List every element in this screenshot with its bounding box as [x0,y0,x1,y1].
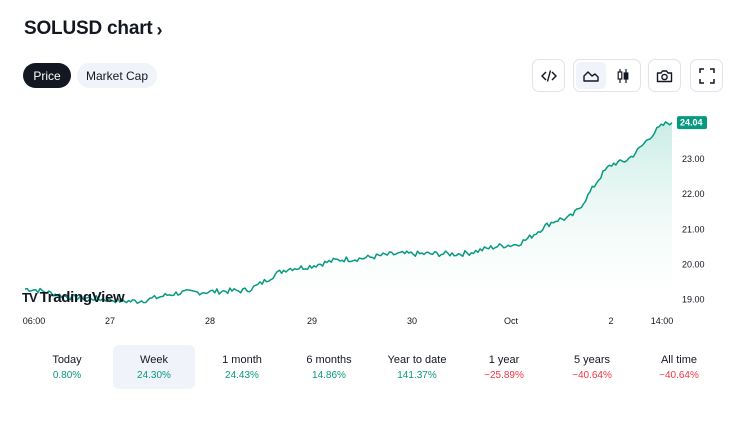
period-change: 14.86% [312,369,346,381]
period-change: 24.43% [225,369,259,381]
chart-title-text: SOLUSD chart [24,18,153,39]
period-label: 1 year [488,353,520,366]
time-axis-tick: Oct [504,316,519,326]
candlestick-icon [617,68,629,83]
performance-periods: Today 0.80% Week 24.30% 1 month 24.43% 6 month… [0,345,750,389]
area-chart-icon [583,70,599,82]
snapshot-button[interactable] [648,59,681,92]
period-label: 1 month [222,353,262,366]
price-axis-tick: 22.00 [682,189,705,199]
candles-style-button[interactable] [608,62,638,89]
fullscreen-icon [698,67,715,84]
last-price-label: 24.04 [680,118,703,128]
period-1-year[interactable]: 1 year −25.89% [463,345,545,389]
price-axis-tick: 23.00 [682,154,705,164]
period-label: Week [140,353,168,366]
period-label: 5 years [573,353,611,366]
tradingview-wordmark: TradingView [39,289,125,306]
period-label: Today [52,353,82,366]
period-label: All time [660,353,698,366]
camera-icon [656,69,673,82]
embed-button[interactable] [532,59,565,92]
period-label: Year to date [387,353,447,366]
period-5-years[interactable]: 5 years −40.64% [551,345,633,389]
price-axis-tick: 19.00 [682,294,705,304]
period-year-to-date[interactable]: Year to date 141.37% [376,345,458,389]
period-change: 24.30% [137,369,171,381]
chevron-right-icon: › [156,19,163,40]
time-axis-tick: 2 [608,316,613,326]
period-change: 0.80% [52,369,82,381]
time-axis-tick: 29 [307,316,317,326]
period-today[interactable]: Today 0.80% [26,345,108,389]
last-price-tag: 24.04 [677,116,707,130]
period-change: 141.37% [397,369,437,381]
tradingview-mark-icon: TV [22,290,38,305]
tab-price[interactable]: Price [23,63,71,88]
fullscreen-button[interactable] [690,59,723,92]
price-axis: 23.00 22.00 21.00 20.00 19.00 [682,154,705,304]
time-axis-tick: 06:00 [23,316,46,326]
time-axis-tick: 27 [105,316,115,326]
period-change: −40.64% [659,369,699,381]
code-brackets-icon [540,69,557,82]
period-label: 6 months [306,353,352,366]
price-area [25,121,672,306]
period-change: −25.89% [484,369,524,381]
tradingview-logo[interactable]: TV TradingView [22,289,125,306]
price-axis-tick: 20.00 [682,259,705,269]
tab-market-cap[interactable]: Market Cap [77,63,157,88]
period-week[interactable]: Week 24.30% [113,345,195,389]
time-axis-tick: 14:00 [651,316,674,326]
period-change: −40.64% [572,369,612,381]
price-chart[interactable]: 23.00 22.00 21.00 20.00 19.00 06:00 27 28 29 30 O… [0,100,750,330]
time-axis-tick: 28 [205,316,215,326]
time-axis: 06:00 27 28 29 30 Oct 2 14:00 [23,316,674,326]
time-axis-tick: 30 [407,316,417,326]
price-line [24,121,673,304]
area-style-button[interactable] [576,62,606,89]
period-all-time[interactable]: All time −40.64% [638,345,720,389]
period-1-month[interactable]: 1 month 24.43% [201,345,283,389]
chart-style-group [573,59,641,92]
price-axis-tick: 21.00 [682,224,705,234]
period-6-months[interactable]: 6 months 14.86% [288,345,370,389]
chart-title[interactable]: SOLUSD chart › [24,18,163,40]
